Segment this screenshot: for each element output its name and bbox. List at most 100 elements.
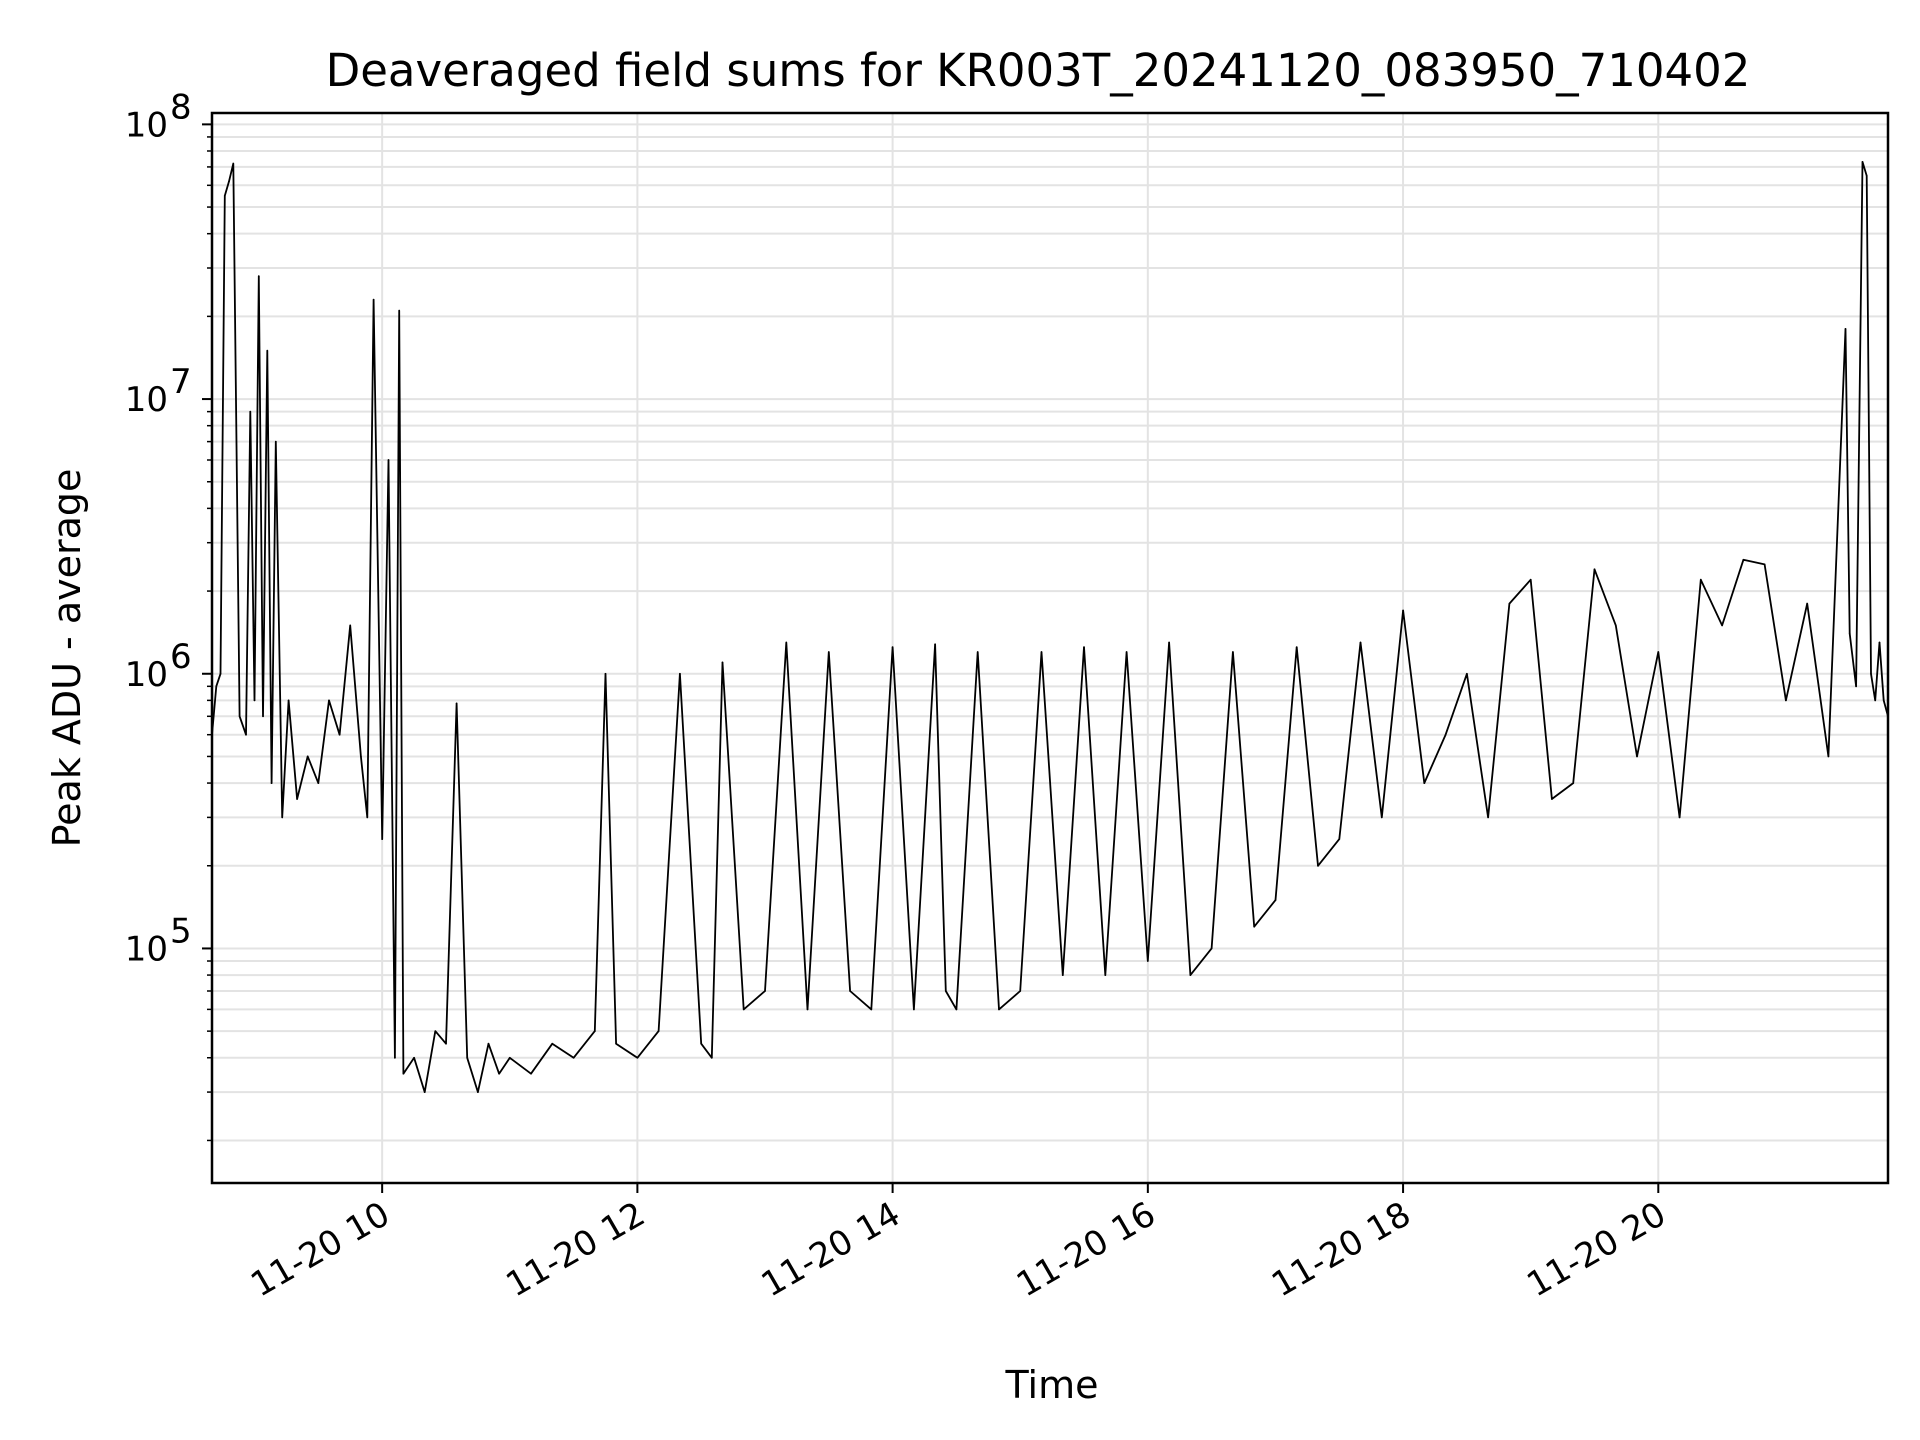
data-point <box>944 990 947 992</box>
data-point <box>721 661 724 664</box>
data-point <box>287 699 290 702</box>
data-point <box>275 440 277 443</box>
data-point <box>1721 624 1723 627</box>
data-point <box>1614 624 1617 627</box>
data-point <box>349 624 352 627</box>
data-point <box>1380 816 1383 819</box>
data-point <box>604 672 607 675</box>
data-point <box>955 1008 958 1011</box>
data-point <box>1742 558 1745 561</box>
data-point <box>223 194 226 197</box>
chart-title: Deaveraged field sums for KR003T_2024112… <box>326 44 1751 97</box>
data-point <box>711 1056 713 1059</box>
data-point <box>508 1056 511 1059</box>
data-point <box>1529 578 1532 581</box>
data-point <box>402 1072 405 1075</box>
data-point <box>1040 651 1043 653</box>
data-point <box>1870 672 1872 675</box>
data-series <box>211 160 1889 1093</box>
data-point <box>360 755 362 758</box>
plot-frame <box>210 111 1890 1185</box>
data-point <box>1402 609 1404 612</box>
data-point <box>1593 568 1596 571</box>
data-point <box>742 1008 745 1011</box>
data-point <box>1423 782 1426 784</box>
series-line <box>211 160 1889 1093</box>
data-point <box>1147 960 1149 962</box>
data-point <box>1338 838 1341 840</box>
x-axis-ticks: 11-20 10 11-20 12 11-20 14 11-20 16 11-20 18… <box>244 1183 1673 1305</box>
data-point <box>296 798 298 800</box>
data-point <box>232 162 235 165</box>
data-point <box>245 733 247 736</box>
data-point <box>1855 685 1857 688</box>
y-tick-label: 10 <box>125 929 168 969</box>
data-point <box>657 1030 660 1032</box>
x-tick-label: 11-20 18 <box>1265 1194 1417 1305</box>
data-point <box>700 1042 702 1045</box>
data-point <box>266 349 269 352</box>
data-point <box>1874 699 1877 702</box>
data-point <box>1274 899 1277 901</box>
data-point <box>764 990 766 992</box>
y-tick-exponent: 5 <box>170 911 192 951</box>
data-point <box>1189 974 1192 976</box>
data-point <box>849 990 851 992</box>
data-point <box>306 755 309 758</box>
data-point <box>1125 651 1128 653</box>
data-point <box>398 309 400 312</box>
data-point <box>572 1056 575 1059</box>
data-point <box>387 459 390 461</box>
data-point <box>594 1030 596 1032</box>
data-point <box>1785 699 1787 702</box>
data-point <box>1508 602 1511 605</box>
data-point <box>1253 925 1255 928</box>
data-point <box>1882 699 1885 702</box>
data-point <box>1657 651 1660 653</box>
data-point <box>455 702 458 705</box>
data-point <box>1848 632 1851 635</box>
grid <box>212 113 1888 1183</box>
data-point <box>257 275 260 278</box>
data-point <box>785 641 788 644</box>
y-tick-label: 10 <box>125 105 168 145</box>
y-tick-label: 10 <box>125 655 168 695</box>
data-point <box>530 1072 532 1075</box>
data-point <box>381 838 383 840</box>
data-point <box>1861 161 1864 163</box>
data-point <box>1317 864 1319 867</box>
x-tick-label: 11-20 20 <box>1520 1194 1672 1305</box>
data-point <box>1827 755 1830 758</box>
data-point <box>615 1042 617 1045</box>
data-point <box>366 816 369 819</box>
data-point <box>1844 328 1847 330</box>
data-point <box>413 1056 415 1059</box>
data-point <box>1551 798 1553 800</box>
x-tick-label: 11-20 16 <box>1010 1194 1162 1305</box>
data-point <box>1878 641 1881 644</box>
data-point <box>1232 651 1234 653</box>
data-point <box>1019 990 1022 992</box>
data-point <box>372 298 375 301</box>
data-point <box>1763 563 1766 566</box>
data-point <box>551 1042 554 1045</box>
data-point <box>270 782 273 784</box>
data-point <box>1061 974 1064 976</box>
data-point <box>487 1042 490 1045</box>
data-point <box>445 1042 447 1045</box>
data-point <box>328 699 330 702</box>
data-point <box>998 1008 1000 1011</box>
data-point <box>253 699 256 702</box>
data-point <box>1168 641 1170 644</box>
y-tick-label: 10 <box>125 380 168 420</box>
data-point <box>338 733 341 736</box>
data-point <box>423 1091 426 1093</box>
data-point <box>976 651 979 653</box>
data-point <box>870 1008 873 1011</box>
data-point <box>1210 947 1213 950</box>
data-point <box>1295 646 1298 648</box>
data-point <box>828 651 830 653</box>
data-point <box>1636 755 1638 758</box>
data-point <box>477 1091 479 1093</box>
data-point <box>215 685 218 688</box>
